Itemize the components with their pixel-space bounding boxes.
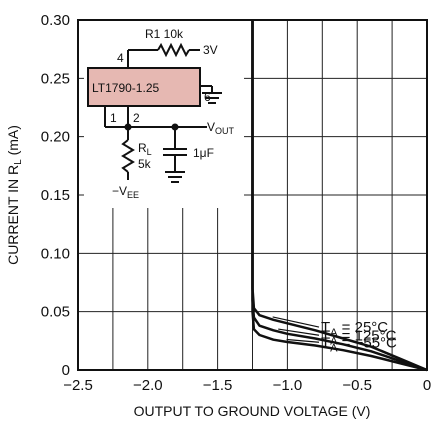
annotation-leader-line [272, 316, 320, 328]
pin-4-label: 4 [117, 51, 124, 65]
x-tick-label: 0 [423, 377, 431, 394]
series-label-2: TA = −55°C [321, 334, 397, 354]
x-tick-label: −1.0 [273, 377, 303, 394]
annotation-leader-line [278, 328, 320, 336]
capacitor-label: 1μF [193, 146, 214, 160]
y-tick-label: 0.15 [41, 187, 70, 204]
resistor-rl-symbol [121, 139, 135, 173]
r1-label: R1 10k [145, 27, 184, 41]
series-line-2 [251, 20, 428, 372]
ic-body [87, 67, 201, 107]
series-annotations: TA = 25°CTA = 125°CTA = −55°C [272, 316, 397, 354]
x-tick-label: −2.5 [63, 377, 93, 394]
pin-1-label: 1 [110, 111, 117, 125]
y-tick-label: 0.30 [41, 12, 70, 29]
y-axis-title: CURRENT IN RL (mA) [5, 125, 24, 265]
rl-value-label: 5k [138, 157, 152, 171]
resistor-r1-symbol [157, 42, 190, 58]
vout-label: VOUT [207, 120, 235, 136]
y-tick-label: 0.05 [41, 304, 70, 321]
pin-2-label: 2 [133, 111, 140, 125]
vee-label: −VEE [112, 184, 139, 200]
curves [251, 20, 428, 372]
plot-frame [77, 19, 428, 371]
x-axis-title: OUTPUT TO GROUND VOLTAGE (V) [134, 403, 371, 419]
series-label-0: TA = 25°C [321, 319, 388, 339]
y-tick-label: 0.10 [41, 245, 70, 262]
x-tick-label: −0.5 [342, 377, 372, 394]
x-tick-label: −2.0 [133, 377, 163, 394]
inset-schematic: 3V R1 10k 4 LT1790-1.25 6 1 2 VOUT RL 5k… [84, 18, 244, 208]
rl-label: RL [138, 141, 152, 157]
annotation-leader-line [286, 338, 320, 343]
y-tick-label: 0.20 [41, 129, 70, 146]
supply-label: 3V [203, 43, 218, 57]
tick-labels: −2.5 −2.0 −1.5 −1.0 −0.5 0 0 0.05 0.10 0.15 0.20 0.… [41, 12, 431, 394]
series-label-1: TA = 125°C [321, 327, 397, 347]
ic-label: LT1790-1.25 [92, 81, 159, 95]
x-tick-label: −1.5 [203, 377, 233, 394]
pin-6-label: 6 [204, 90, 211, 104]
y-tick-label: 0.25 [41, 70, 70, 87]
y-tick-label: 0 [62, 362, 70, 379]
